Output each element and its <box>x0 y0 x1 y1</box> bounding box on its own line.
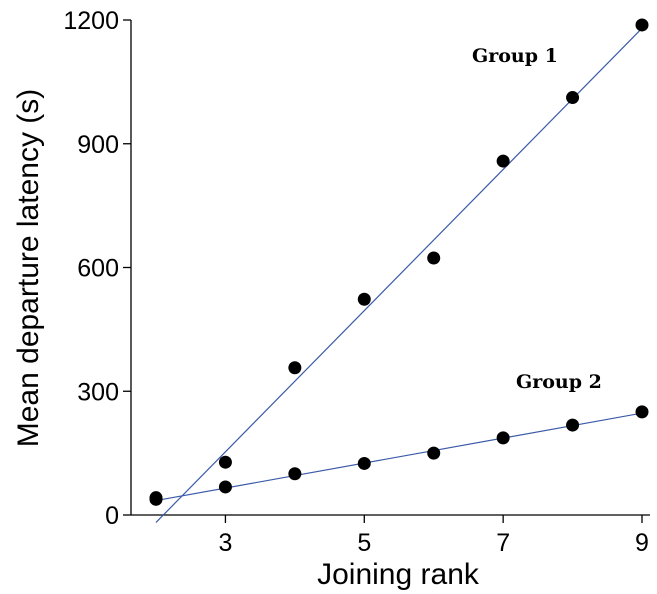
data-point-series-1 <box>427 251 441 265</box>
y-ticks: 0 300 600 900 1200 <box>63 7 131 530</box>
data-point-series-1 <box>288 361 302 375</box>
fit-lines <box>155 27 643 523</box>
fit-line-series-2 <box>155 412 643 502</box>
data-point-series-2 <box>149 491 163 505</box>
y-tick-label: 900 <box>77 131 119 159</box>
fit-line-series-1 <box>155 27 643 523</box>
x-tick-label: 7 <box>496 529 510 557</box>
annotations: Group 1 Group 2 <box>472 45 602 393</box>
data-point-series-1 <box>496 154 510 168</box>
x-ticks: 3 5 7 9 <box>218 515 649 557</box>
data-point-series-2 <box>427 446 441 460</box>
y-tick-label: 300 <box>77 378 119 406</box>
data-point-series-1 <box>218 455 232 469</box>
y-tick-label: 600 <box>77 255 119 283</box>
x-axis-title: Joining rank <box>317 558 480 591</box>
data-point-series-1 <box>635 18 649 32</box>
data-point-series-2 <box>357 456 371 470</box>
data-point-series-2 <box>218 480 232 494</box>
annotation-series-1: Group 1 <box>472 45 558 67</box>
x-tick-label: 5 <box>357 529 371 557</box>
y-axis-title: Mean departure latency (s) <box>12 89 45 448</box>
data-point-series-1 <box>357 292 371 306</box>
y-tick-label: 1200 <box>63 7 119 35</box>
data-point-series-2 <box>496 431 510 445</box>
x-tick-label: 3 <box>218 529 232 557</box>
x-tick-label: 9 <box>635 529 649 557</box>
data-point-series-2 <box>288 467 302 481</box>
data-point-series-2 <box>635 405 649 419</box>
data-points <box>149 18 649 506</box>
annotation-series-2: Group 2 <box>516 371 602 393</box>
data-point-series-1 <box>566 91 580 105</box>
y-tick-label: 0 <box>105 502 119 530</box>
data-point-series-2 <box>566 418 580 432</box>
